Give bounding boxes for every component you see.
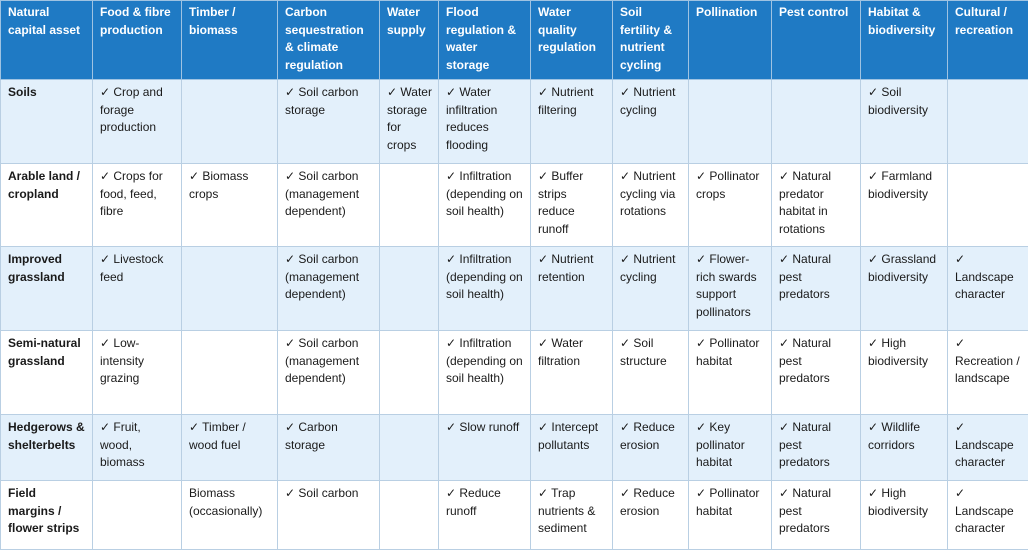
header-pollination: Pollination xyxy=(688,0,772,80)
table-cell: ✓ Fruit, wood, biomass xyxy=(92,414,182,481)
table-row: Soils ✓ Crop and forage production ✓ Soi… xyxy=(0,79,1028,164)
table-cell: ✓ Reduce erosion xyxy=(612,414,689,481)
table-cell xyxy=(92,480,182,550)
table-row: Semi-natural grassland ✓ Low-intensity g… xyxy=(0,330,1028,415)
table-cell: ✓ Soil carbon (management dependent) xyxy=(277,246,380,331)
row-asset-label: Improved grassland xyxy=(0,246,93,331)
table-cell: ✓ Carbon storage xyxy=(277,414,380,481)
row-asset-label: Hedgerows & shelterbelts xyxy=(0,414,93,481)
table-cell: ✓ Natural predator habitat in rotations xyxy=(771,163,861,247)
table-cell: ✓ Nutrient filtering xyxy=(530,79,613,164)
table-cell: ✓ Pollinator habitat xyxy=(688,330,772,415)
table-cell: ✓ Soil carbon (management dependent) xyxy=(277,330,380,415)
table-cell xyxy=(379,163,439,247)
table-cell xyxy=(947,79,1028,164)
table-cell: ✓ Nutrient cycling xyxy=(612,79,689,164)
table-cell xyxy=(379,246,439,331)
table-cell: ✓ Biomass crops xyxy=(181,163,278,247)
table-cell: ✓ Nutrient cycling xyxy=(612,246,689,331)
table-cell: ✓ Infiltration (depending on soil health… xyxy=(438,330,531,415)
table-cell xyxy=(379,414,439,481)
table-cell xyxy=(379,330,439,415)
row-asset-label: Soils xyxy=(0,79,93,164)
header-food-fibre: Food & fibre production xyxy=(92,0,182,80)
row-asset-label: Semi-natural grassland xyxy=(0,330,93,415)
header-row: Natural capital asset Food & fibre produ… xyxy=(0,0,1028,80)
table-cell: ✓ High biodiversity xyxy=(860,330,948,415)
table-cell: ✓ Trap nutrients & sediment xyxy=(530,480,613,550)
table-cell xyxy=(379,480,439,550)
row-asset-label: Field margins / flower strips xyxy=(0,480,93,550)
table-cell xyxy=(181,246,278,331)
table-cell xyxy=(181,79,278,164)
table-cell: ✓ Grassland biodiversity xyxy=(860,246,948,331)
table-cell: Biomass (occasionally) xyxy=(181,480,278,550)
table-cell: ✓ Landscape character xyxy=(947,414,1028,481)
table-cell: ✓ Low-intensity grazing xyxy=(92,330,182,415)
table-cell xyxy=(771,79,861,164)
table-cell: ✓ Soil carbon xyxy=(277,480,380,550)
table-cell: ✓ Farmland biodiversity xyxy=(860,163,948,247)
header-water-supply: Water supply xyxy=(379,0,439,80)
table-cell: ✓ Reduce runoff xyxy=(438,480,531,550)
table-cell: ✓ Flower-rich swards support pollinators xyxy=(688,246,772,331)
table-cell: ✓ Water storage for crops xyxy=(379,79,439,164)
table-cell: ✓ Pollinator habitat xyxy=(688,480,772,550)
header-carbon: Carbon sequestration & climate regulatio… xyxy=(277,0,380,80)
header-timber-biomass: Timber / biomass xyxy=(181,0,278,80)
table-cell: ✓ Recreation / landscape xyxy=(947,330,1028,415)
header-soil-fertility: Soil fertility & nutrient cycling xyxy=(612,0,689,80)
header-cultural: Cultural / recreation xyxy=(947,0,1028,80)
table-cell: ✓ Key pollinator habitat xyxy=(688,414,772,481)
table-cell: ✓ Reduce erosion xyxy=(612,480,689,550)
table-cell: ✓ Buffer strips reduce runoff xyxy=(530,163,613,247)
header-habitat: Habitat & biodiversity xyxy=(860,0,948,80)
row-asset-label: Arable land / cropland xyxy=(0,163,93,247)
table-row: Improved grassland ✓ Livestock feed ✓ So… xyxy=(0,246,1028,331)
table-cell: ✓ Crop and forage production xyxy=(92,79,182,164)
table-cell: ✓ Natural pest predators xyxy=(771,246,861,331)
header-pest-control: Pest control xyxy=(771,0,861,80)
table-cell: ✓ Natural pest predators xyxy=(771,414,861,481)
table-cell xyxy=(181,330,278,415)
table-cell: ✓ Livestock feed xyxy=(92,246,182,331)
table-cell xyxy=(688,79,772,164)
table-row: Field margins / flower strips Biomass (o… xyxy=(0,480,1028,550)
table-cell: ✓ Infiltration (depending on soil health… xyxy=(438,163,531,247)
table-row: Arable land / cropland ✓ Crops for food,… xyxy=(0,163,1028,247)
table-cell: ✓ Nutrient retention xyxy=(530,246,613,331)
table-cell: ✓ Water infiltration reduces flooding xyxy=(438,79,531,164)
table-cell: ✓ Slow runoff xyxy=(438,414,531,481)
table-cell: ✓ Soil biodiversity xyxy=(860,79,948,164)
table-cell: ✓ Water filtration xyxy=(530,330,613,415)
table-cell: ✓ Timber / wood fuel xyxy=(181,414,278,481)
table-cell xyxy=(947,163,1028,247)
table-cell: ✓ Landscape character xyxy=(947,246,1028,331)
header-flood-regulation: Flood regulation & water storage xyxy=(438,0,531,80)
table-cell: ✓ Intercept pollutants xyxy=(530,414,613,481)
table-cell: ✓ Wildlife corridors xyxy=(860,414,948,481)
header-natural-capital-asset: Natural capital asset xyxy=(0,0,93,80)
table-cell: ✓ Landscape character xyxy=(947,480,1028,550)
table-cell: ✓ Crops for food, feed, fibre xyxy=(92,163,182,247)
table-row: Hedgerows & shelterbelts ✓ Fruit, wood, … xyxy=(0,414,1028,481)
table-cell: ✓ Nutrient cycling via rotations xyxy=(612,163,689,247)
table-cell: ✓ Soil structure xyxy=(612,330,689,415)
table-cell: ✓ Infiltration (depending on soil health… xyxy=(438,246,531,331)
table-cell: ✓ Natural pest predators xyxy=(771,480,861,550)
header-water-quality: Water quality regulation xyxy=(530,0,613,80)
table-cell: ✓ Natural pest predators xyxy=(771,330,861,415)
table-cell: ✓ Pollinator crops xyxy=(688,163,772,247)
table-cell: ✓ High biodiversity xyxy=(860,480,948,550)
table-cell: ✓ Soil carbon storage xyxy=(277,79,380,164)
table-cell: ✓ Soil carbon (management dependent) xyxy=(277,163,380,247)
